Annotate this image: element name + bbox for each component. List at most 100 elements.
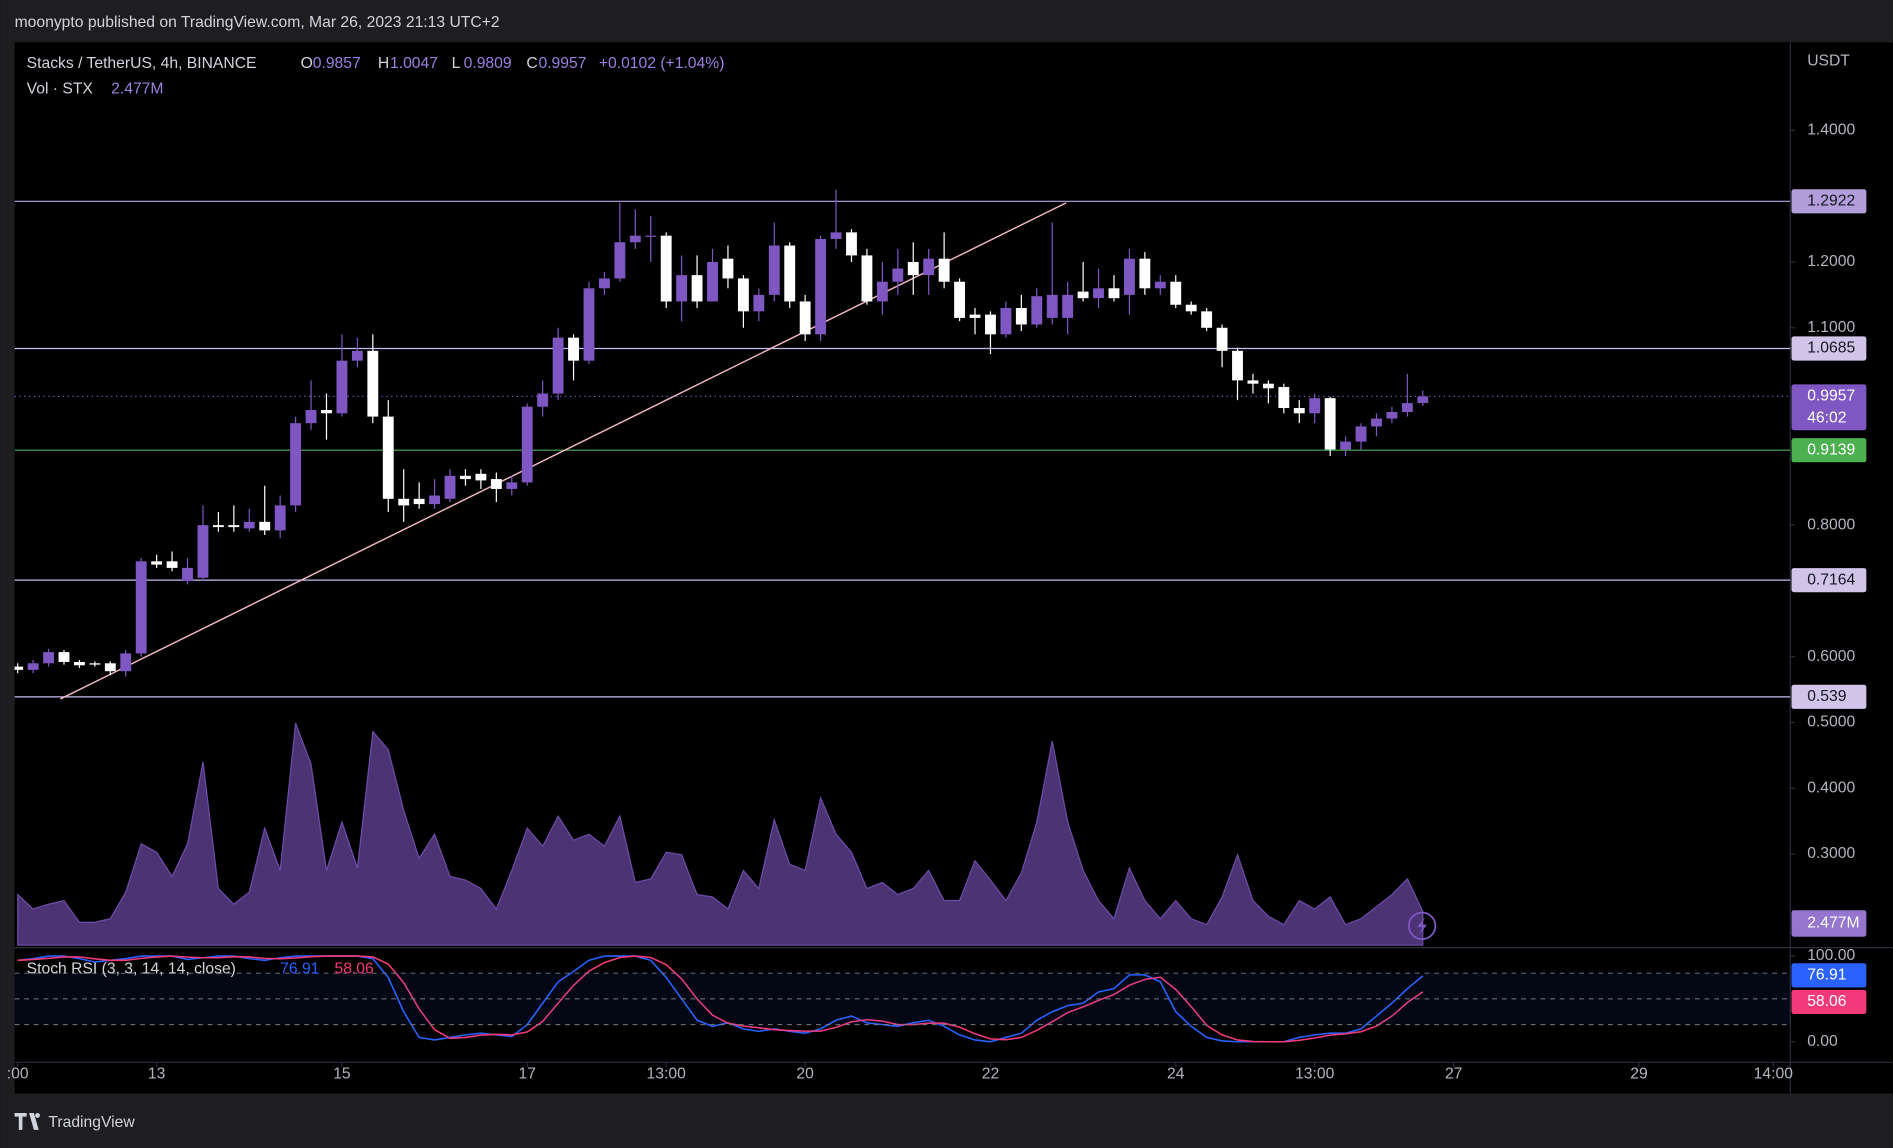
level-label-box [1791,684,1867,709]
level-label: 0.539 [1807,688,1846,705]
candle-body [1247,380,1259,384]
ohlc-letter: H [378,55,389,72]
candle-body [135,561,147,654]
countdown-label: 46:02 [1807,409,1846,426]
candle-body [1262,383,1274,389]
x-tick-label: 24 [1167,1066,1185,1083]
level-label-box [1791,438,1867,463]
plot [14,189,1791,1043]
candle-body [614,242,626,279]
candle-body [398,498,410,506]
x-tick-label: 22 [982,1066,999,1083]
candle-body [1417,396,1429,403]
current-price-label: 0.9957 [1807,388,1855,405]
volume-legend-value: 2.477M [111,80,163,97]
candle-body [58,652,70,662]
candle-body [1077,291,1089,299]
x-tick-label: 29 [1630,1066,1647,1083]
candle-body [768,245,780,295]
candle-body [676,275,688,302]
change-value: +0.0102 (+1.04%) [599,55,725,72]
candle-body [691,275,703,302]
x-tick-label: 13:00 [1295,1066,1335,1083]
x-tick-label: 20 [796,1066,814,1083]
candle-body [568,337,579,361]
candle-body [1216,327,1228,351]
candle-body [259,521,271,531]
candle-body [954,281,966,318]
ohlc-value: 0.9957 [538,55,586,72]
candle-body [1386,411,1398,419]
stoch-value-box [1791,963,1867,988]
volume-label: 2.477M [1807,915,1859,932]
candle-body [660,235,672,302]
candle-body [799,301,811,335]
level-label: 1.0685 [1807,340,1855,357]
candle-body [1031,296,1043,325]
candle-body [598,278,610,289]
x-tick-label: :00 [7,1066,29,1083]
publisher: moonypto published on TradingView.com, M… [15,14,500,31]
candle-body [1123,258,1135,295]
x-tick-label: 27 [1445,1066,1462,1083]
candle-body [815,238,827,335]
candle-body [104,663,116,672]
candle-body [1015,308,1027,325]
level-label: 0.9139 [1807,441,1855,458]
ohlc-value: 0.9857 [313,55,361,72]
candle-body [490,479,502,489]
ohlc-letter: L [452,55,461,72]
candle-body [367,350,379,417]
ohlc-value: 0.9809 [464,55,512,72]
stoch-value-label: 58.06 [1807,993,1847,1010]
candle-body [1278,386,1290,409]
candle-body [923,258,935,276]
stoch-legend-value: 76.91 [280,960,319,977]
candle-body [722,258,734,279]
candle-body [151,561,163,565]
volume-area [17,722,1424,946]
candle-body [707,261,718,302]
volume-label-box [1791,910,1867,937]
volume-legend: Vol · STX [27,80,94,97]
candle-body [861,255,873,302]
candle-body [892,268,904,282]
candle-body [120,653,132,672]
candle-body [27,663,39,670]
x-tick-label: 15 [333,1066,351,1083]
candle-body [243,521,255,529]
candle-body [336,360,348,414]
candle-body [182,567,193,582]
candle-body [1371,418,1382,427]
candle-body [429,495,441,505]
candle-body [583,288,595,361]
candle-body [212,525,224,528]
logo-icon [14,1112,40,1130]
candle-body [413,498,425,505]
y-tick-label: 1.2000 [1807,253,1855,270]
candle-body [305,410,317,424]
currency-label: USDT [1807,53,1850,70]
y-tick-label: 0.6000 [1807,648,1855,665]
stoch-tick-label: 100.00 [1807,947,1855,964]
candle-body [166,561,178,568]
candle-body [506,482,518,489]
stoch-value-box [1791,989,1867,1015]
candle-body [89,663,101,665]
y-tick-label: 0.4000 [1807,779,1855,796]
y-tick-label: 1.4000 [1807,122,1855,139]
candle-body [907,261,919,276]
stoch-legend-value: 58.06 [334,960,374,977]
level-label-box [1791,336,1867,361]
x-tick-label: 13 [148,1066,166,1083]
x-tick-label: 17 [518,1066,535,1083]
stoch-line [17,955,1424,1043]
candle-body [475,473,487,481]
candle-body [1170,281,1182,305]
candle-body [351,350,363,361]
current-price-box [1791,384,1867,431]
level-label-box [1791,568,1867,593]
candle-body [1000,308,1012,335]
